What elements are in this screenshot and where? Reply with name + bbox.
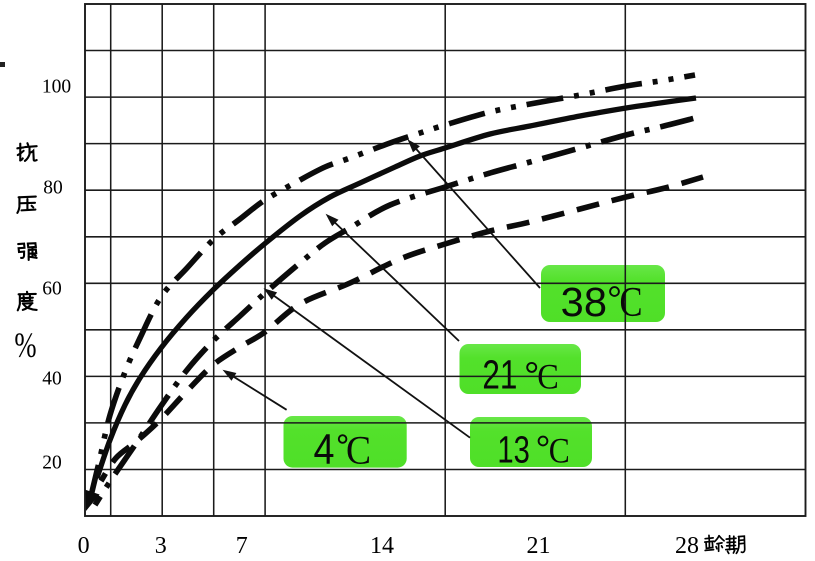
svg-text:21: 21 — [482, 352, 517, 398]
svg-text:28: 28 — [675, 533, 699, 559]
svg-text:21: 21 — [527, 533, 551, 559]
svg-text:100: 100 — [42, 77, 71, 98]
svg-text:14: 14 — [370, 533, 394, 559]
svg-text:40: 40 — [42, 369, 62, 390]
svg-text:0: 0 — [78, 533, 90, 559]
svg-text:80: 80 — [43, 178, 63, 199]
svg-text:20: 20 — [42, 453, 62, 474]
svg-text:7: 7 — [236, 533, 248, 559]
svg-text:C: C — [549, 430, 570, 470]
svg-text:38: 38 — [561, 279, 607, 325]
svg-text:13: 13 — [497, 429, 530, 471]
svg-text:C: C — [537, 357, 559, 397]
svg-text:60: 60 — [42, 279, 62, 300]
svg-text:4: 4 — [314, 427, 335, 474]
svg-text:%: % — [14, 325, 36, 365]
svg-text:C: C — [346, 428, 371, 473]
svg-text:3: 3 — [155, 533, 167, 559]
svg-text:C: C — [620, 280, 643, 326]
